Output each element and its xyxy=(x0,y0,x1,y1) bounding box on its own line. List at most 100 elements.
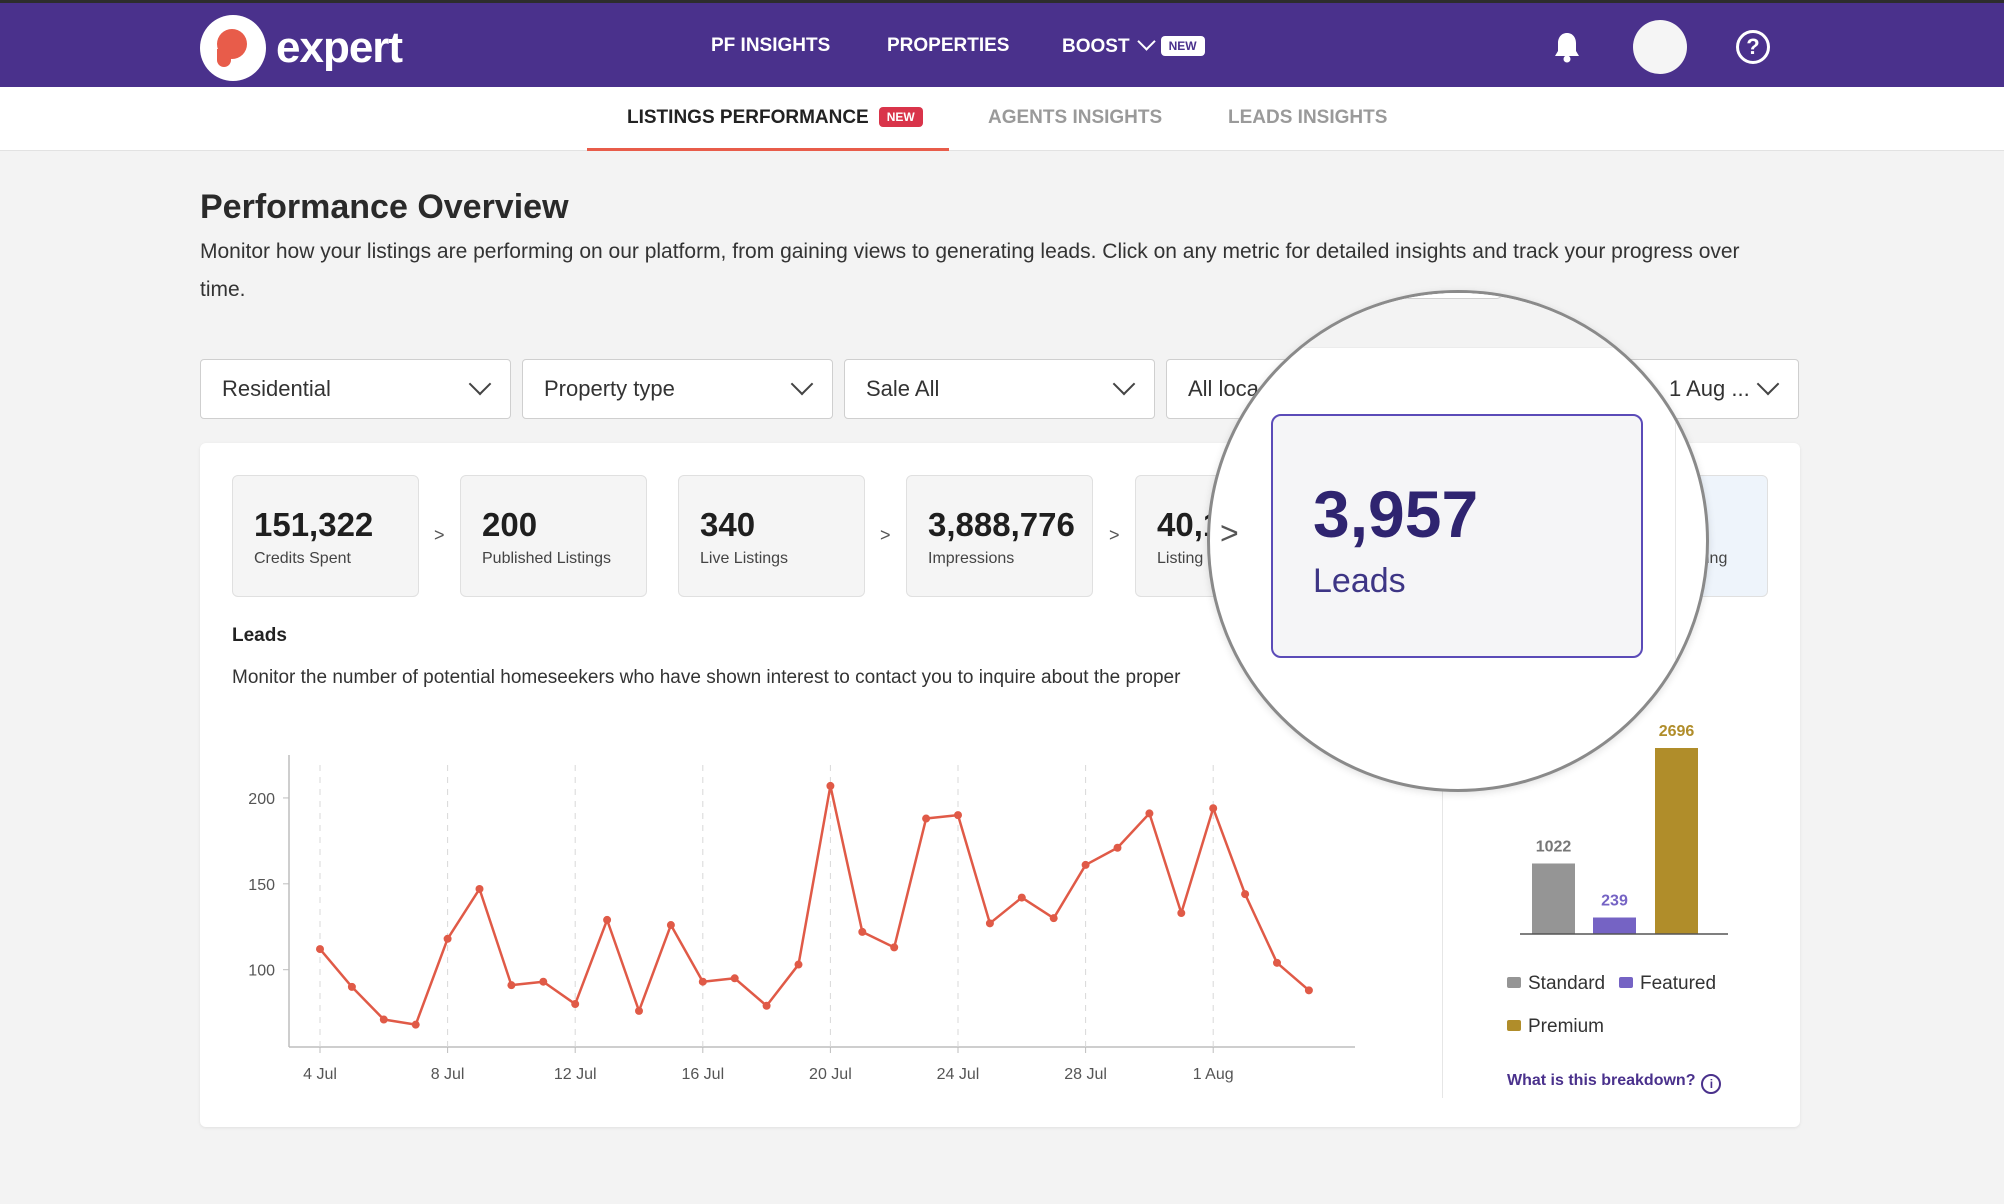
metric-leads-zoomed[interactable]: 3,957 Leads xyxy=(1271,414,1643,658)
chart-divider xyxy=(1442,780,1443,1098)
y-tick-label: 200 xyxy=(248,791,275,808)
y-tick-label: 100 xyxy=(248,963,275,980)
arrow-icon: > xyxy=(1220,515,1239,551)
leads-line-chart: 100 150 200 4 Jul 8 Jul 12 Jul 16 Jul 20 Jul 24 … xyxy=(248,755,1355,1083)
data-point xyxy=(1177,909,1186,918)
data-point xyxy=(571,1000,580,1009)
bar-value-label: 1022 xyxy=(1536,838,1572,855)
x-tick-label: 20 Jul xyxy=(809,1066,852,1083)
metric-live-listings[interactable]: 340 Live Listings xyxy=(678,475,865,597)
page-title: Performance Overview xyxy=(200,188,569,226)
data-point xyxy=(954,811,962,820)
top-navbar: expert PF INSIGHTS PROPERTIES BOOST NEW ? xyxy=(0,0,2004,87)
data-point xyxy=(1241,890,1250,899)
metric-label: Listing xyxy=(1157,550,1204,567)
brand-name: expert xyxy=(276,23,403,72)
data-point xyxy=(1209,804,1218,813)
magnifier-callout: > 3,957 Leads xyxy=(1207,290,1709,792)
data-point xyxy=(890,943,899,952)
metric-credits-spent[interactable]: 151,322 Credits Spent xyxy=(232,475,419,597)
category-filter[interactable]: Residential xyxy=(200,359,511,419)
data-point xyxy=(1304,986,1313,995)
breakdown-link[interactable]: What is this breakdown? i xyxy=(1507,1072,1722,1094)
property-type-filter[interactable]: Property type xyxy=(522,359,833,419)
category-filter-value: Residential xyxy=(222,376,331,401)
legend-label: Standard xyxy=(1528,973,1606,994)
logo-icon xyxy=(200,15,266,81)
bar-value-label: 2696 xyxy=(1659,723,1695,740)
data-point xyxy=(698,977,707,986)
legend-standard: Standard xyxy=(1507,973,1605,995)
metric-published-listings[interactable]: 200 Published Listings xyxy=(460,475,647,597)
data-point xyxy=(1113,843,1122,852)
arrow-icon: > xyxy=(880,525,891,545)
data-point xyxy=(762,1001,771,1010)
active-tab-indicator xyxy=(587,148,949,151)
new-badge: NEW xyxy=(1160,36,1205,56)
arrow-icon: > xyxy=(1109,525,1120,545)
data-point xyxy=(858,927,867,936)
tab-leads-insights[interactable]: LEADS INSIGHTS xyxy=(1228,107,1388,128)
data-point xyxy=(1145,809,1154,818)
bar-featured xyxy=(1593,917,1636,934)
data-point xyxy=(1049,914,1058,923)
bar-value-label: 239 xyxy=(1601,893,1628,910)
data-point xyxy=(475,884,484,893)
tab-listings-performance[interactable]: LISTINGS PERFORMANCE NEW xyxy=(627,107,923,129)
purpose-filter-value: Sale All xyxy=(866,376,940,401)
data-point xyxy=(507,981,516,990)
legend-swatch xyxy=(1507,1020,1521,1031)
metric-value: 340 xyxy=(700,506,756,543)
user-avatar[interactable] xyxy=(1633,20,1687,74)
magnifier-filter-band xyxy=(1210,293,1706,348)
legend-label: Premium xyxy=(1528,1016,1605,1037)
x-tick-label: 28 Jul xyxy=(1064,1066,1107,1083)
sub-tabs: LISTINGS PERFORMANCE NEW AGENTS INSIGHTS … xyxy=(0,87,2004,151)
metric-label: Published Listings xyxy=(482,550,611,567)
help-icon[interactable]: ? xyxy=(1736,30,1770,64)
x-tick-label: 16 Jul xyxy=(681,1066,724,1083)
data-point xyxy=(826,781,835,790)
bell-icon[interactable] xyxy=(1553,31,1581,63)
leads-label: Leads xyxy=(1313,562,1406,600)
legend-swatch xyxy=(1507,977,1521,988)
page-description: Monitor how your listings are performing… xyxy=(200,240,1740,301)
tab-agents-insights[interactable]: AGENTS INSIGHTS xyxy=(988,107,1163,128)
data-point xyxy=(443,934,452,943)
nav-properties[interactable]: PROPERTIES xyxy=(887,35,1010,56)
metric-value: 151,322 xyxy=(254,506,374,543)
date-range-filter-value: 1 Aug ... xyxy=(1669,376,1750,401)
location-filter-value: All loca xyxy=(1188,376,1259,401)
chevron-down-icon xyxy=(468,372,492,396)
nav-boost[interactable]: BOOST NEW xyxy=(1062,32,1205,58)
leads-breakdown-bar-chart: 1022 239 2696 xyxy=(1520,723,1728,935)
section-description: Monitor the number of potential homeseek… xyxy=(232,667,1181,688)
data-point xyxy=(666,921,675,930)
metric-label: Credits Spent xyxy=(254,550,351,567)
nav-pf-insights[interactable]: PF INSIGHTS xyxy=(711,35,831,56)
metric-value xyxy=(1706,506,1767,544)
data-point xyxy=(794,960,803,969)
data-point xyxy=(316,945,324,954)
data-point xyxy=(730,974,739,983)
nav-boost-label: BOOST xyxy=(1062,36,1130,57)
data-point xyxy=(1081,860,1090,869)
data-point xyxy=(603,915,612,924)
purpose-filter[interactable]: Sale All xyxy=(844,359,1155,419)
info-icon: i xyxy=(1701,1074,1722,1094)
tab-label: LISTINGS PERFORMANCE xyxy=(627,107,869,128)
legend-label: Featured xyxy=(1640,973,1717,994)
metric-value: 200 xyxy=(482,506,538,543)
property-type-filter-value: Property type xyxy=(544,376,675,401)
leads-value: 3,957 xyxy=(1313,477,1479,551)
x-tick-label: 24 Jul xyxy=(937,1066,980,1083)
legend-swatch xyxy=(1619,977,1633,988)
chevron-down-icon xyxy=(790,372,814,396)
metric-impressions[interactable]: 3,888,776 Impressions xyxy=(906,475,1093,597)
x-tick-label: 1 Aug xyxy=(1193,1066,1234,1083)
metric-label: Impressions xyxy=(928,550,1015,567)
bar-standard xyxy=(1532,863,1575,934)
brand-logo[interactable]: expert xyxy=(200,15,403,81)
chevron-down-icon xyxy=(1756,372,1780,396)
data-point xyxy=(1017,893,1026,902)
